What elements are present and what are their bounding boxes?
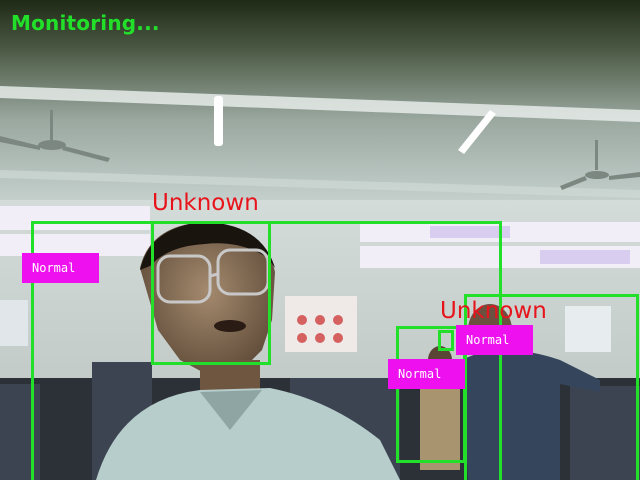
face-identity-label: Unknown — [440, 298, 547, 324]
pose-tag: Normal — [22, 253, 99, 283]
face-identity-label: Unknown — [152, 190, 259, 216]
pose-tag: Normal — [456, 325, 533, 355]
monitoring-status-text: Monitoring... — [11, 11, 160, 35]
face-detection-box — [438, 330, 454, 351]
face-detection-box — [151, 221, 271, 365]
person-detection-box — [464, 294, 639, 480]
pose-tag: Normal — [388, 359, 465, 389]
